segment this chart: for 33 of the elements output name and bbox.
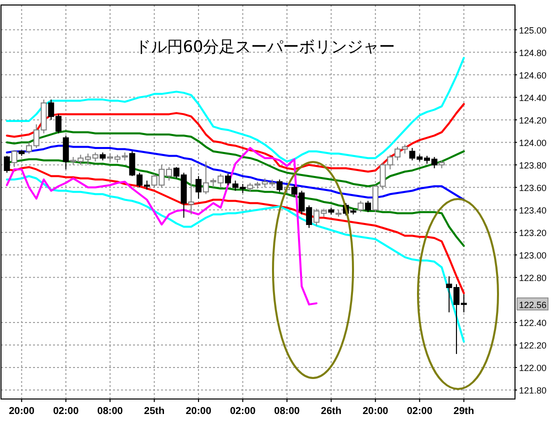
x-tick-label: 20:00 — [8, 406, 35, 417]
line-series — [6, 56, 465, 162]
x-tick-label: 02:00 — [53, 406, 80, 417]
x-tick-label: 02:00 — [406, 406, 433, 417]
y-tick-label: 124.60 — [519, 70, 547, 80]
x-tick-label: 02:00 — [230, 406, 256, 417]
x-tick-label: 26th — [320, 406, 342, 417]
y-tick-label: 122.80 — [519, 272, 547, 283]
y-tick-label: 124.80 — [519, 48, 547, 58]
y-tick-label: 124.40 — [519, 92, 547, 103]
x-tick-label: 20:00 — [186, 406, 212, 417]
x-tick-label: 20:00 — [362, 406, 389, 417]
y-tick-label: 123.00 — [519, 250, 547, 260]
y-tick-label: 122.00 — [519, 362, 547, 373]
y-tick-label: 123.60 — [519, 182, 547, 193]
line-series — [6, 144, 465, 201]
x-tick-label: 08:00 — [274, 406, 300, 417]
y-tick-label: 121.80 — [519, 385, 547, 396]
y-tick-label: 123.20 — [519, 228, 547, 238]
y-tick-label: 123.80 — [519, 160, 547, 170]
x-tick-label: 29th — [454, 406, 474, 417]
x-tick-label: 25th — [144, 406, 165, 417]
y-tick-label: 122.20 — [519, 340, 547, 350]
line-series — [6, 146, 318, 306]
y-tick-label: 122.40 — [519, 318, 547, 328]
line-series — [6, 175, 465, 343]
x-tick-label: 08:00 — [97, 406, 124, 417]
y-tick-label: 124.20 — [519, 115, 547, 126]
y-tick-label: 123.40 — [519, 205, 547, 216]
y-tick-label: 125.00 — [519, 25, 547, 36]
text: ドル円60分足スーパーボリンジャー — [134, 37, 396, 56]
y-tick-label: 124.00 — [519, 138, 547, 148]
text: 122.56 — [519, 300, 547, 310]
